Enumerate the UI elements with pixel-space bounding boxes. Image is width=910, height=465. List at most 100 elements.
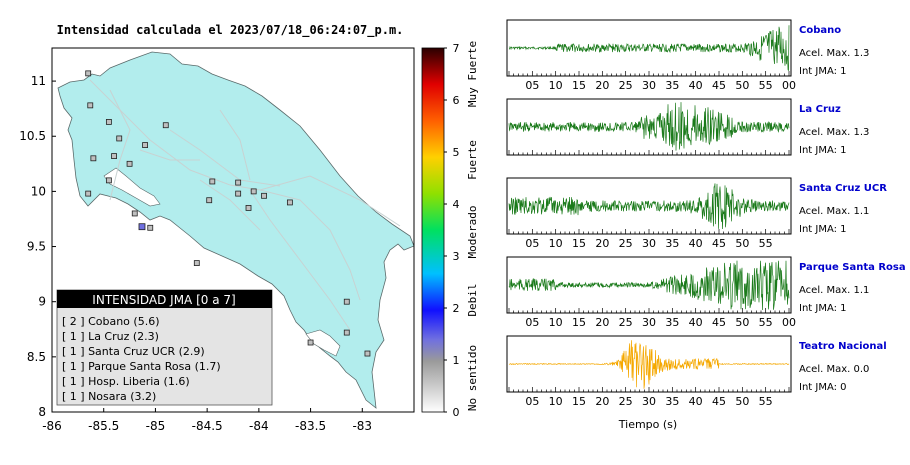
trace-tick-label: 45 <box>712 237 726 250</box>
station-marker <box>193 260 200 266</box>
station-marker <box>147 224 154 231</box>
trace-tick-label: 50 <box>735 237 749 250</box>
trace-tick-label: 05 <box>525 79 539 92</box>
trace-panel: La Cruz Acel. Max. 1.3 Int JMA: 1 <box>506 98 869 156</box>
station-marker <box>105 119 112 125</box>
colorbar-tick-label: 0 <box>453 406 460 419</box>
map-x-tick-label: -84 <box>249 419 269 433</box>
colorbar-tick-label: 5 <box>453 146 460 159</box>
station-markers <box>85 70 371 357</box>
trace-tick-label: 30 <box>642 395 656 408</box>
waveform-line <box>508 340 790 389</box>
waveform-line <box>508 102 790 151</box>
trace-station-name: Cobano <box>799 25 841 36</box>
trace-tick-label: 15 <box>572 395 586 408</box>
trace-panel: 05 10 15 20 25 30 35 40 45 50 55 Teatro Nacional Ace… <box>506 335 887 408</box>
legend-box <box>56 289 273 406</box>
trace-int-jma: Int JMA: 1 <box>799 145 847 156</box>
traces-xlabel: Tiempo (s) <box>618 418 677 431</box>
trace-tick-label: 00 <box>782 79 796 92</box>
station-marker <box>116 135 123 142</box>
trace-panel: 05 10 15 20 25 30 35 40 45 50 55 Santa Cruz UCR Acel… <box>506 177 887 250</box>
trace-station-name: Parque Santa Rosa <box>799 262 906 273</box>
station-marker <box>105 177 112 184</box>
map-y-tick-label: 9 <box>38 295 46 309</box>
station-marker <box>250 188 257 195</box>
legend-title: INTENSIDAD JMA [0 a 7] <box>92 293 235 307</box>
intensity-legend: INTENSIDAD JMA [0 a 7] [ 2 ] Cobano (5.6… <box>56 289 273 406</box>
trace-tick-label: 50 <box>735 316 749 329</box>
station-marker <box>85 70 92 77</box>
colorbar-categories: No sentido Debil Moderado Fuerte Muy Fuerte <box>466 41 479 411</box>
trace-acel-max: Acel. Max. 1.1 <box>799 206 869 217</box>
trace-tick-label: 35 <box>665 79 679 92</box>
trace-tick-label: 10 <box>549 79 563 92</box>
legend-entry: [ 2 ] Cobano (5.6) <box>62 315 159 328</box>
legend-entry: [ 1 ] La Cruz (2.3) <box>62 330 159 343</box>
map-roads <box>89 79 401 331</box>
map-frame <box>51 47 415 413</box>
trace-int-jma: Int JMA: 1 <box>799 224 847 235</box>
map-x-tick-label: -83 <box>352 419 372 433</box>
colorbar-category: Muy Fuerte <box>466 41 479 107</box>
colorbar: 0 1 2 3 4 5 6 7 No sentido Debil Moderado Fuerte Mu… <box>421 41 479 419</box>
map-y-tick-label: 8.5 <box>27 350 46 364</box>
trace-tick-label: 55 <box>759 316 773 329</box>
colorbar-scale <box>421 47 445 413</box>
map-y-tick-label: 9.5 <box>27 240 46 254</box>
trace-tick-label: 05 <box>525 316 539 329</box>
trace-acel-max: Acel. Max. 1.1 <box>799 285 869 296</box>
trace-tick-label: 40 <box>689 395 703 408</box>
trace-tick-label: 20 <box>595 237 609 250</box>
trace-tick-label: 30 <box>642 316 656 329</box>
map-y-tick-label: 10.5 <box>19 129 46 143</box>
trace-tick-label: 20 <box>595 79 609 92</box>
trace-tick-label: 35 <box>665 237 679 250</box>
trace-tick-label: 10 <box>549 316 563 329</box>
trace-tick-label: 35 <box>665 316 679 329</box>
waveform-line <box>508 183 790 230</box>
trace-panel: 05 10 15 20 25 30 35 40 45 50 55 00 Parque Santa Ros… <box>506 256 906 329</box>
trace-acel-max: Acel. Max. 1.3 <box>799 48 869 59</box>
station-marker <box>286 199 293 206</box>
trace-station-name: Santa Cruz UCR <box>799 183 887 194</box>
station-marker <box>261 192 267 199</box>
station-marker <box>206 197 213 204</box>
colorbar-category: Moderado <box>466 206 479 259</box>
costa-rica-land <box>57 51 414 409</box>
trace-acel-max: Acel. Max. 0.0 <box>799 364 869 375</box>
station-marker <box>343 329 350 336</box>
epicenter-marker <box>138 223 146 231</box>
trace-tick-label: 40 <box>689 79 703 92</box>
station-marker <box>111 153 117 159</box>
trace-tick-label: 50 <box>735 79 749 92</box>
waveform-panels: 05 10 15 20 25 30 35 40 45 50 55 00 Cobano Acel. Max.… <box>506 19 906 408</box>
map-y-tick-label: 11 <box>31 74 46 88</box>
colorbar-ticks: 0 1 2 3 4 5 6 7 <box>444 42 460 419</box>
trace-tick-label: 40 <box>689 316 703 329</box>
station-marker <box>209 178 216 185</box>
map-x-tick-label: -84.5 <box>192 419 223 433</box>
trace-tick-label: 15 <box>572 79 586 92</box>
waveform-line <box>509 25 790 71</box>
station-marker <box>307 339 314 346</box>
legend-entry: [ 1 ] Parque Santa Rosa (1.7) <box>62 360 221 373</box>
trace-tick-label: 30 <box>642 237 656 250</box>
trace-tick-label: 45 <box>712 316 726 329</box>
trace-tick-label: 05 <box>525 395 539 408</box>
map-x-tick-label: -85 <box>146 419 166 433</box>
trace-acel-max: Acel. Max. 1.3 <box>799 127 869 138</box>
map-x-tick-label: -85.5 <box>88 419 119 433</box>
station-marker <box>162 122 169 129</box>
colorbar-tick-label: 4 <box>453 198 460 211</box>
trace-panel: 05 10 15 20 25 30 35 40 45 50 55 00 Cobano Acel. Max.… <box>506 19 869 92</box>
trace-tick-label: 45 <box>712 79 726 92</box>
colorbar-tick-label: 6 <box>453 94 460 107</box>
trace-tick-label: 10 <box>549 237 563 250</box>
trace-tick-label: 15 <box>572 237 586 250</box>
trace-tick-label: 00 <box>782 316 796 329</box>
colorbar-tick-label: 2 <box>453 302 460 315</box>
station-marker <box>364 350 371 357</box>
legend-entry: [ 1 ] Nosara (3.2) <box>62 390 156 403</box>
